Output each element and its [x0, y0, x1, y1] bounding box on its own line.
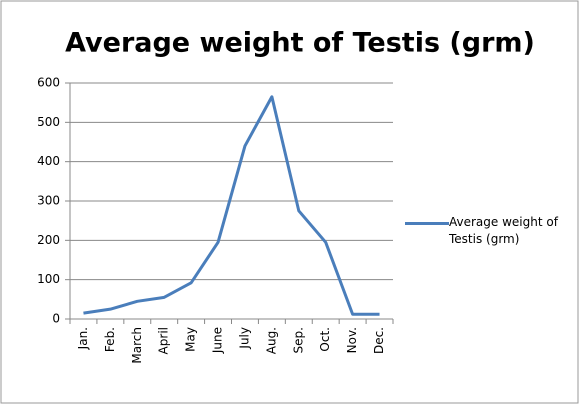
x-tick-label: June — [211, 327, 225, 354]
legend-label: Average weight of Testis (grm) — [449, 215, 558, 246]
legend-swatch — [405, 222, 449, 225]
y-tick-label: 100 — [37, 272, 60, 286]
x-tick-label: Sep. — [291, 327, 305, 353]
y-tick-label: 300 — [37, 194, 60, 208]
y-tick-label: 400 — [37, 154, 60, 168]
x-tick-label: March — [130, 327, 144, 364]
x-tick-label: Dec. — [372, 327, 386, 354]
chart-title: Average weight of Testis (grm) — [65, 28, 535, 59]
x-tick-label: Feb. — [103, 327, 117, 352]
x-tick-label: Jan. — [76, 327, 90, 350]
series-line — [83, 95, 380, 316]
y-tick-label: 500 — [37, 115, 60, 129]
x-tick-label: Aug. — [264, 327, 278, 354]
x-tick-label: Nov. — [345, 327, 359, 353]
x-tick-label: May — [184, 327, 198, 352]
y-tick-label: 0 — [52, 312, 60, 326]
y-tick-label: 600 — [37, 76, 60, 90]
x-tick-label: April — [157, 327, 171, 354]
x-tick-label: Oct. — [318, 327, 332, 352]
legend: Average weight of Testis (grm) — [405, 214, 575, 248]
x-tick-label: July — [237, 327, 251, 350]
y-tick-label: 200 — [37, 233, 60, 247]
